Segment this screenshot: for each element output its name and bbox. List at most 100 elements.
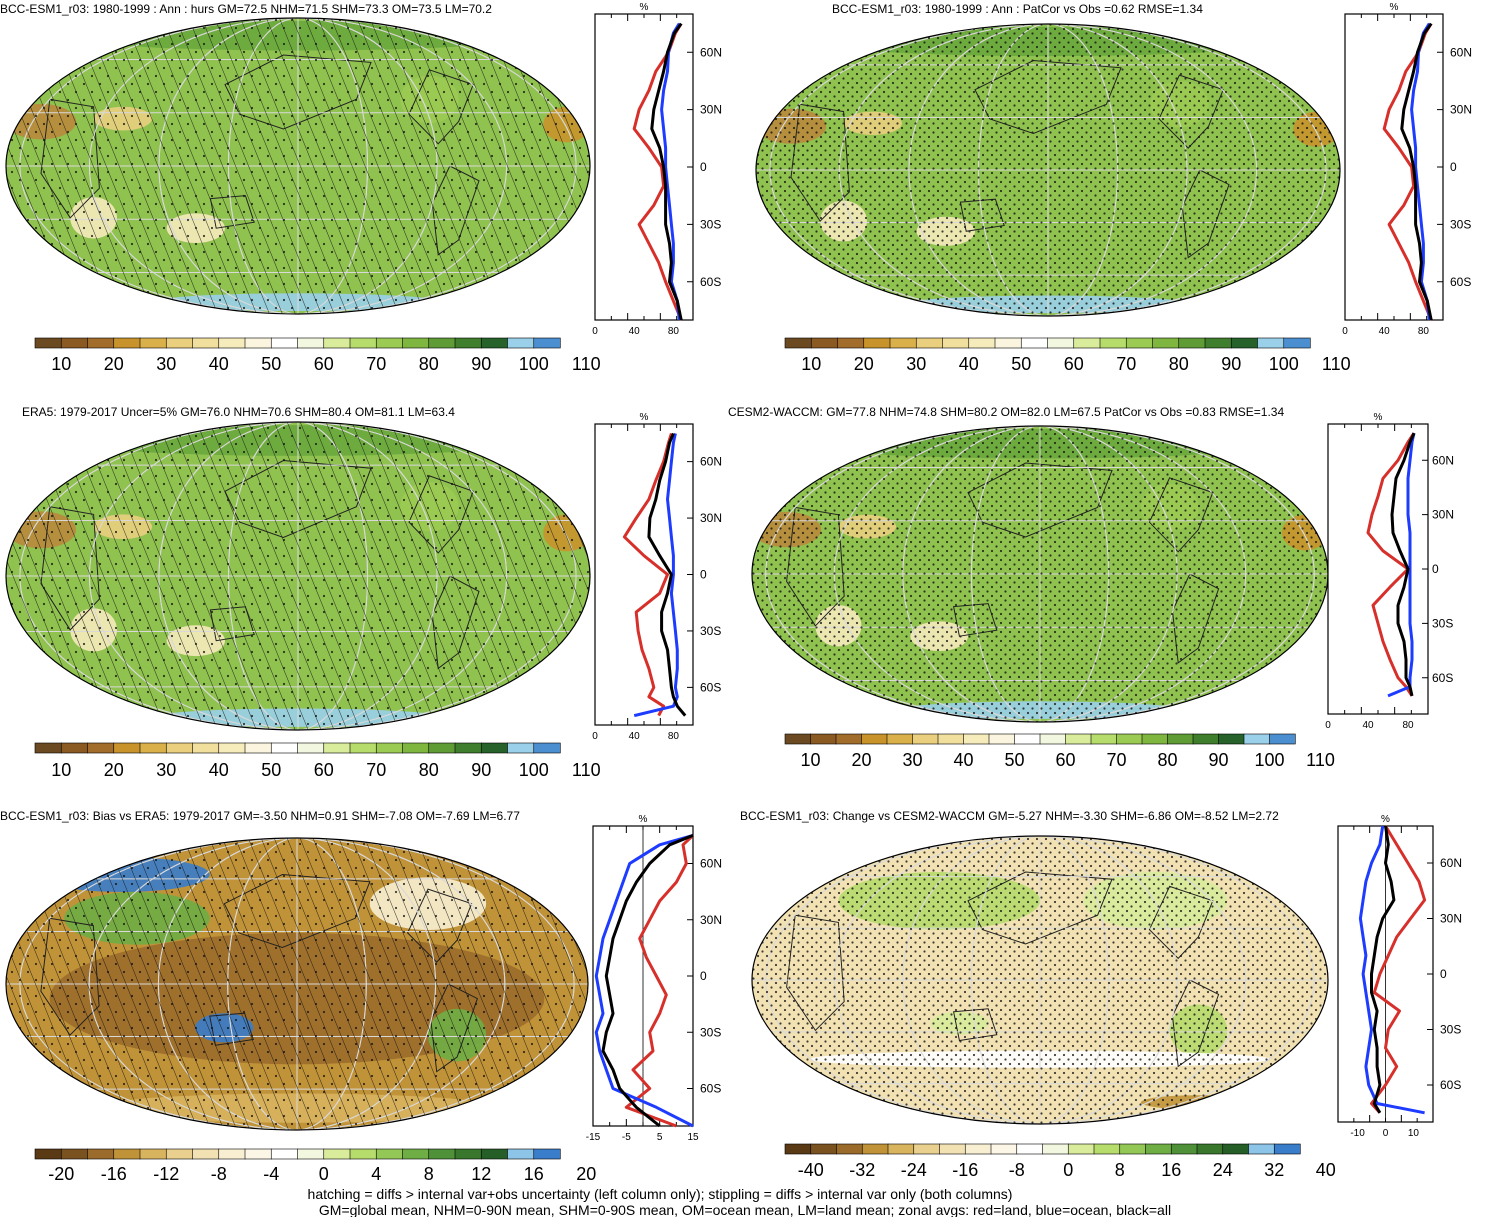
colorbar-label: 100 [1269, 354, 1299, 374]
colorbar-label: 20 [576, 1164, 596, 1184]
colorbar-label: 4 [371, 1164, 381, 1184]
panel-5: BCC-ESM1_r03: Bias vs ERA5: 1979-2017 GM… [0, 809, 722, 1184]
colorbar-swatch [1192, 733, 1220, 745]
colorbar-swatch [1020, 337, 1049, 349]
colorbar-label: 90 [471, 760, 491, 780]
colorbar-swatch [428, 1148, 456, 1160]
profile-xtick: 0 [592, 326, 598, 337]
zonal-profile: % 0 40 80 60N 30N 0 30S 60S [592, 2, 722, 337]
profile-ytick: 0 [1432, 562, 1439, 576]
colorbar-label: -8 [1009, 1160, 1025, 1180]
colorbar: 10 20 30 40 50 60 70 80 90 100 110 [784, 733, 1335, 770]
colorbar-label: 12 [471, 1164, 491, 1184]
colorbar-swatch [994, 337, 1022, 349]
profile-series-line [624, 834, 695, 1128]
hatch-overlay [6, 838, 588, 1130]
colorbar-label: 16 [524, 1164, 544, 1184]
colorbar-label: 60 [1055, 750, 1075, 770]
colorbar-swatch [968, 337, 996, 349]
colorbar-label: 100 [519, 760, 549, 780]
footer-line-1: hatching = diffs > internal var+obs unce… [308, 1186, 1013, 1202]
colorbar-swatch [533, 337, 561, 349]
profile-xtick: -15 [586, 1132, 601, 1143]
profile-series-line [594, 833, 694, 1128]
colorbar-swatch [1047, 337, 1075, 349]
profile-xtick: 80 [668, 326, 680, 337]
profile-series-line [1410, 22, 1431, 321]
colorbar-label: 20 [854, 354, 874, 374]
colorbar-swatch [1042, 1143, 1069, 1155]
colorbar-label: 50 [261, 354, 281, 374]
colorbar-swatch [60, 742, 89, 754]
profile-ytick: 0 [1450, 160, 1457, 174]
profile-ytick: 60S [700, 1082, 721, 1096]
colorbar-swatch [1141, 733, 1169, 745]
profile-series-line [1370, 825, 1396, 1114]
colorbar-label: 10 [801, 354, 821, 374]
panel-6: BCC-ESM1_r03: Change vs CESM2-WACCM GM=-… [740, 809, 1462, 1180]
colorbar-label: 90 [1221, 354, 1241, 374]
colorbar-swatch [810, 1143, 838, 1155]
colorbar-swatch [218, 337, 246, 349]
colorbar-swatch [1243, 733, 1271, 745]
profile-series-line [1387, 432, 1416, 698]
profile-series-line [650, 22, 683, 321]
colorbar-swatch [939, 1143, 966, 1155]
colorbar-swatch [1119, 1143, 1147, 1155]
profile-xlabel: % [1374, 412, 1383, 423]
colorbar-swatch [113, 337, 141, 349]
colorbar-swatch [218, 742, 246, 754]
profile-series-line [660, 22, 681, 321]
colorbar-swatch [428, 742, 456, 754]
zonal-profile: % 0 40 80 60N 30N 0 30S 60S [1325, 412, 1454, 731]
map-border [5, 17, 591, 315]
profile-series-line [1382, 22, 1433, 321]
colorbar-swatch [87, 1148, 115, 1160]
colorbar: 10 20 30 40 50 60 70 80 90 100 110 [784, 337, 1351, 374]
colorbar-label: 80 [419, 354, 439, 374]
profile-xtick: 40 [629, 326, 641, 337]
colorbar-swatch [323, 1148, 351, 1160]
colorbar-swatch [1090, 733, 1118, 745]
colorbar-label: 80 [1157, 750, 1177, 770]
colorbar-label: 60 [314, 354, 334, 374]
map-border [755, 23, 1341, 317]
profile-ytick: 0 [1440, 967, 1447, 981]
colorbar-label: -8 [211, 1164, 227, 1184]
profile-ytick: 0 [700, 160, 707, 174]
colorbar-swatch [886, 733, 914, 745]
profile-xtick: -10 [1350, 1128, 1365, 1139]
profile-ytick: 30S [1450, 217, 1471, 231]
stipple-overlay [752, 836, 1328, 1124]
colorbar-swatch [1145, 1143, 1172, 1155]
footer-line-2: GM=global mean, NHM=0-90N mean, SHM=0-90… [319, 1202, 1171, 1217]
colorbar-swatch [402, 1148, 430, 1160]
colorbar-swatch [1093, 1143, 1121, 1155]
colorbar-swatch [507, 1148, 535, 1160]
colorbar-label: 40 [209, 760, 229, 780]
colorbar-label: 10 [51, 354, 71, 374]
colorbar-label: 100 [1254, 750, 1284, 770]
colorbar-swatch [810, 337, 839, 349]
colorbar-swatch [375, 742, 404, 754]
colorbar-swatch [1125, 337, 1154, 349]
panel-1: BCC-ESM1_r03: 1980-1999 : Ann : hurs GM=… [0, 2, 722, 374]
profile-xlabel: % [1390, 2, 1399, 13]
profile-ytick: 30S [700, 217, 721, 231]
profile-series-line [622, 432, 673, 717]
colorbar-label: 40 [209, 354, 229, 374]
colorbar-swatch [889, 337, 917, 349]
stipple-overlay [756, 24, 1340, 316]
colorbar-swatch [837, 337, 865, 349]
colorbar-swatch [533, 742, 561, 754]
profile-ytick: 30N [700, 103, 722, 117]
colorbar-label: 30 [902, 750, 922, 770]
colorbar-swatch [1014, 733, 1041, 745]
colorbar-swatch [990, 1143, 1018, 1155]
colorbar-swatch [810, 733, 837, 745]
profile-ytick: 60N [700, 857, 722, 871]
colorbar-swatch [1167, 733, 1194, 745]
colorbar-swatch [244, 742, 272, 754]
colorbar-swatch [480, 1148, 509, 1160]
profile-ytick: 30N [1450, 103, 1472, 117]
